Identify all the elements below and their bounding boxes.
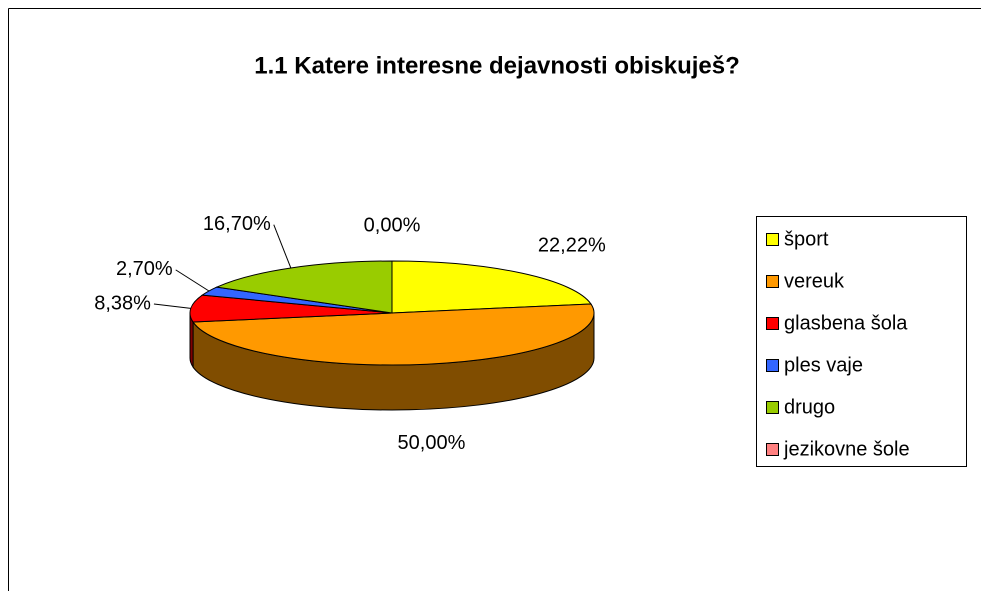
data-label: 0,00% (364, 214, 421, 236)
legend-swatch (766, 359, 779, 372)
legend-label: šport (784, 228, 829, 250)
pie-slice (192, 303, 595, 366)
data-label: 50,00% (398, 432, 466, 454)
data-label: 22,22% (538, 235, 606, 257)
legend-label: jezikovne šole (783, 438, 910, 460)
legend-swatch (766, 275, 779, 288)
data-label: 2,70% (116, 258, 173, 280)
legend-box (756, 216, 967, 467)
pie-slice (215, 260, 393, 314)
legend-label: drugo (784, 396, 835, 418)
leader-line (153, 303, 191, 309)
legend-swatch (766, 233, 779, 246)
pie-slice (391, 260, 592, 314)
legend-label: ples vaje (784, 354, 863, 376)
data-label: 8,38% (94, 292, 151, 314)
legend-swatch (766, 443, 779, 456)
pie-slice (189, 294, 393, 323)
legend-label: glasbena šola (784, 312, 908, 334)
leader-line (273, 224, 292, 269)
legend-swatch (766, 401, 779, 414)
legend-label: vereuk (784, 270, 845, 292)
leader-line (175, 269, 210, 292)
chart-title: 1.1 Katere interesne dejavnosti obiskuje… (254, 52, 740, 79)
legend-swatch (766, 317, 779, 330)
data-label: 16,70% (203, 213, 271, 235)
